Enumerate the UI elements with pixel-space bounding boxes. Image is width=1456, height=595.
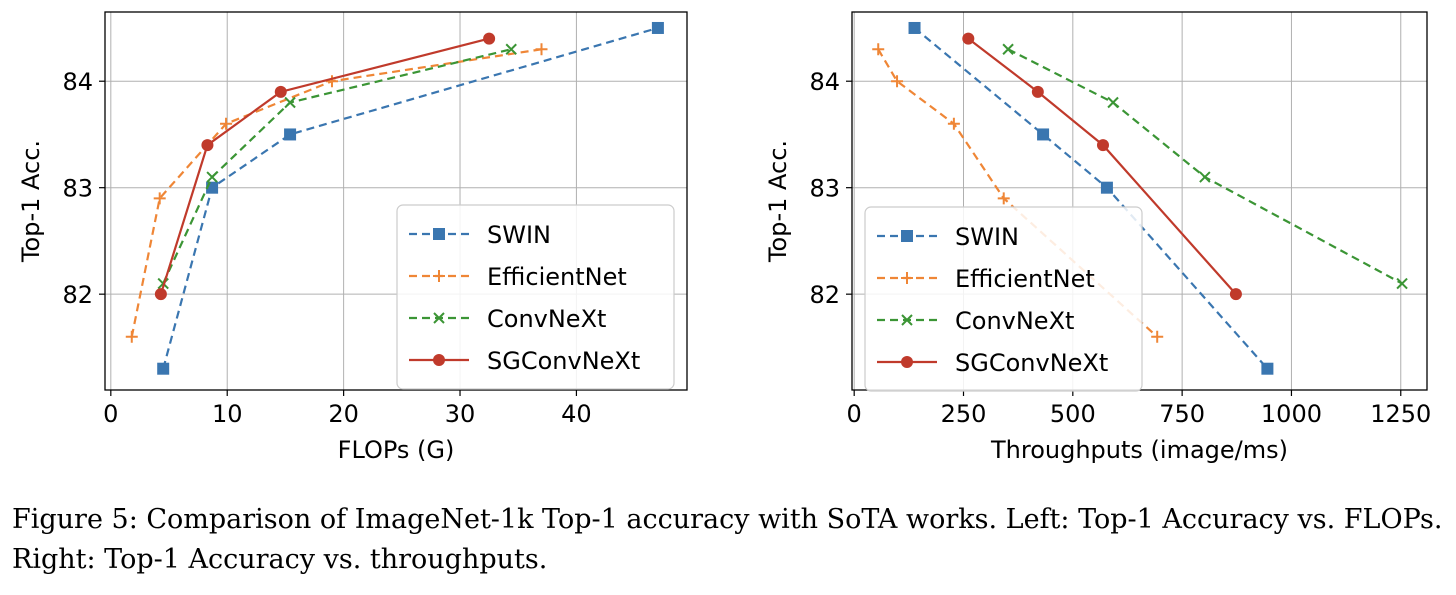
data-point: [125, 330, 138, 343]
legend-marker: [901, 230, 913, 242]
data-point: [891, 75, 904, 88]
data-point: [908, 21, 921, 34]
data-point: [962, 32, 975, 45]
data-point: [1096, 139, 1109, 152]
data-point: [872, 43, 885, 56]
data-point: [1002, 43, 1014, 55]
series-swin: [157, 21, 664, 375]
legend-marker: [901, 356, 913, 368]
x-tick-label: 750: [1159, 400, 1205, 428]
plot-frame: [104, 11, 688, 391]
data-point: [1037, 128, 1050, 141]
data-point: [1151, 330, 1164, 343]
data-point: [1396, 277, 1408, 290]
chart-left: 0 10 20 30 40 82 83 84 FLOPs (G) Top-1 Acc. SWIN Ef…: [17, 11, 688, 464]
y-axis-label: Top-1 Acc.: [17, 140, 45, 263]
legend-box: [396, 204, 675, 390]
data-point: [153, 192, 166, 205]
x-tick-label: 20: [328, 400, 359, 428]
legend-marker: [433, 228, 445, 240]
legend-label: SWIN: [955, 223, 1019, 251]
x-axis-label: Throughputs (image/ms): [990, 436, 1288, 464]
data-point: [1261, 362, 1274, 375]
series-line: [1007, 48, 1403, 285]
x-tick-label: 0: [847, 400, 862, 428]
x-tick-label: 10: [212, 400, 243, 428]
data-point: [1100, 181, 1113, 194]
data-point: [284, 96, 296, 109]
data-point: [206, 171, 218, 183]
data-point: [274, 85, 287, 98]
data-point: [505, 43, 517, 55]
y-tick-label: 82: [809, 281, 840, 309]
data-point: [947, 117, 960, 130]
legend-marker: [433, 312, 445, 324]
legend-marker: [901, 272, 913, 284]
data-point: [325, 75, 338, 88]
data-point: [1031, 85, 1044, 98]
legend-box: [864, 206, 1143, 392]
legend-marker: [433, 270, 445, 282]
series-efficientnet: [125, 43, 548, 343]
y-tick-label: 84: [62, 68, 93, 96]
figure-caption: Figure 5: Comparison of ImageNet-1k Top-…: [12, 504, 1443, 575]
series-convnext: [157, 43, 517, 290]
series-line: [162, 48, 512, 284]
data-point: [157, 362, 170, 375]
chart-right: 0 250 500 750 1000 1250 82 83 84 Throughputs (ima…: [764, 11, 1431, 464]
series-line: [967, 37, 1237, 295]
data-point: [154, 288, 167, 301]
data-point: [997, 192, 1010, 205]
legend-label: SWIN: [487, 221, 551, 249]
legend-label: ConvNeXt: [955, 307, 1074, 335]
data-point: [220, 117, 233, 130]
data-point: [535, 43, 548, 56]
x-tick-label: 40: [561, 400, 592, 428]
data-point: [651, 21, 664, 34]
series-sgconvnext: [154, 32, 496, 301]
legend: SWIN EfficientNet ConvNeXt SGConvNeXt: [864, 206, 1143, 392]
series-line: [913, 27, 1269, 370]
data-point: [1199, 171, 1211, 183]
legend-label: EfficientNet: [487, 263, 627, 291]
data-point: [284, 128, 297, 141]
x-tick-label: 30: [445, 400, 476, 428]
x-tick-label: 1000: [1261, 400, 1322, 428]
legend-marker: [433, 354, 445, 366]
data-point: [201, 139, 214, 152]
series-sgconvnext: [962, 32, 1242, 301]
legend-label: SGConvNeXt: [487, 347, 640, 375]
x-tick-label: 250: [941, 400, 987, 428]
legend-label: ConvNeXt: [487, 305, 606, 333]
legend-marker: [901, 314, 913, 326]
x-axis-label: FLOPs (G): [338, 436, 455, 464]
y-tick-label: 83: [809, 175, 840, 203]
series-line: [159, 37, 490, 295]
x-tick-label: 0: [103, 400, 118, 428]
series-swin: [908, 21, 1274, 375]
y-tick-label: 84: [809, 68, 840, 96]
legend-label: EfficientNet: [955, 265, 1095, 293]
x-tick-label: 1250: [1370, 400, 1431, 428]
y-tick-label: 82: [62, 281, 93, 309]
y-axis-label: Top-1 Acc.: [764, 140, 792, 263]
legend: SWIN EfficientNet ConvNeXt SGConvNeXt: [396, 204, 675, 390]
data-point: [1107, 96, 1119, 109]
series-line: [162, 26, 659, 369]
data-point: [1229, 288, 1242, 301]
x-tick-label: 500: [1050, 400, 1096, 428]
series-convnext: [1002, 43, 1408, 290]
figure: 0 10 20 30 40 82 83 84 FLOPs (G) Top-1 Acc. SWIN Ef…: [17, 11, 1431, 464]
y-tick-label: 83: [62, 175, 93, 203]
data-point: [483, 32, 496, 45]
legend-label: SGConvNeXt: [955, 349, 1108, 377]
